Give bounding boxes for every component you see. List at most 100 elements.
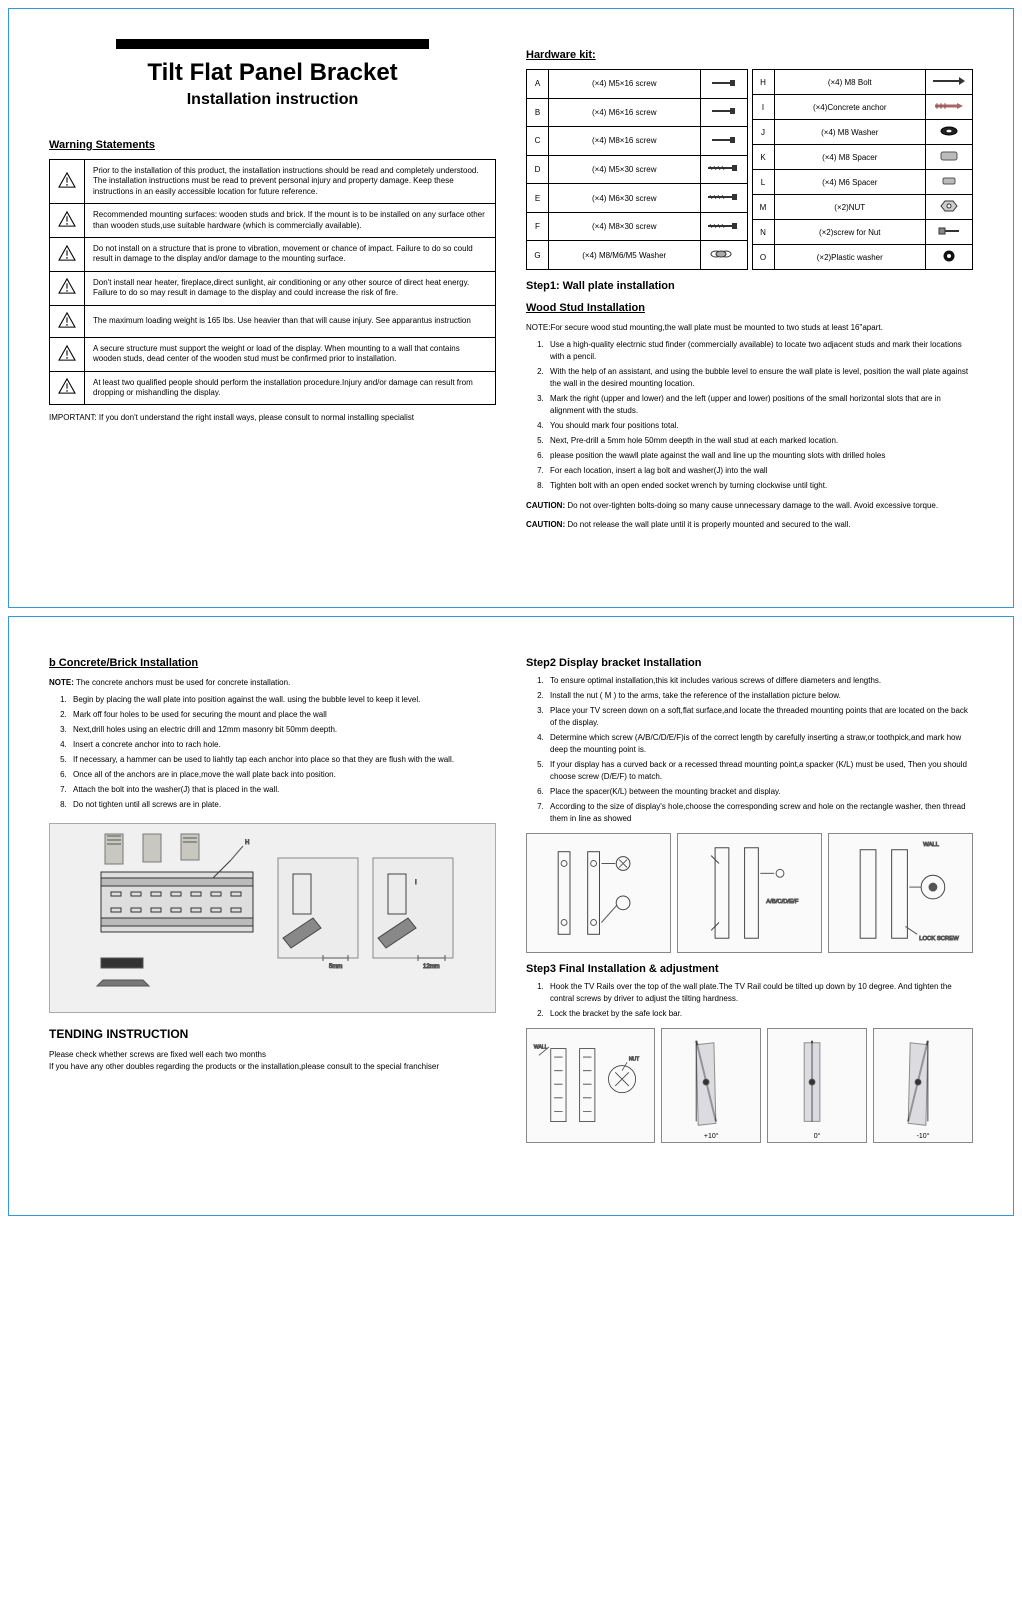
- hw-icon: [926, 195, 973, 220]
- step-item: Begin by placing the wall plate into pos…: [69, 694, 496, 706]
- hardware-row: A(×4) M5×16 screw: [527, 70, 748, 99]
- hw-key: N: [752, 220, 774, 245]
- hw-desc: (×4) M6 Spacer: [774, 170, 926, 195]
- step2-steps-list: To ensure optimal installation,this kit …: [526, 675, 973, 825]
- warning-text: At least two qualified people should per…: [85, 371, 496, 405]
- hardware-row: E(×4) M6×30 screw: [527, 184, 748, 213]
- hw-desc: (×4) M5×30 screw: [549, 155, 701, 184]
- warning-icon: [50, 305, 85, 337]
- hardware-row: M(×2)NUT: [752, 195, 973, 220]
- page2-right-col: Step2 Display bracket Installation To en…: [526, 647, 973, 1151]
- page2-left-col: b Concrete/Brick Installation NOTE: The …: [49, 647, 496, 1151]
- warning-text: Don't install near heater, fireplace,dir…: [85, 271, 496, 305]
- hw-key: H: [752, 70, 774, 95]
- step-item: Hook the TV Rails over the top of the wa…: [546, 981, 973, 1005]
- angle-minus10: -10°: [874, 1133, 972, 1140]
- hardware-row: G(×4) M8/M6/M5 Washer: [527, 241, 748, 270]
- hw-icon: [926, 145, 973, 170]
- step-item: Place the spacer(K/L) between the mounti…: [546, 786, 973, 798]
- hw-icon: [700, 155, 747, 184]
- hw-key: O: [752, 245, 774, 270]
- warning-icon: [50, 271, 85, 305]
- hw-icon: [700, 184, 747, 213]
- page1-left-col: Tilt Flat Panel Bracket Installation ins…: [49, 39, 496, 531]
- step2-heading: Step2 Display bracket Installation: [526, 657, 973, 669]
- hw-desc: (×2)Plastic washer: [774, 245, 926, 270]
- page2-columns: b Concrete/Brick Installation NOTE: The …: [49, 647, 973, 1151]
- hw-desc: (×4) M5×16 screw: [549, 70, 701, 99]
- warning-row: A secure structure must support the weig…: [50, 337, 496, 371]
- page-2: b Concrete/Brick Installation NOTE: The …: [8, 616, 1014, 1216]
- step2-diagram-2: A/B/C/D/E/F: [677, 833, 822, 953]
- tending-text2: If you have any other doubles regarding …: [49, 1061, 496, 1073]
- step3-diagram-main: WALL NUT: [526, 1028, 655, 1143]
- step-item: You should mark four positions total.: [546, 420, 973, 432]
- step-item: Once all of the anchors are in place,mov…: [69, 769, 496, 781]
- warning-icon: [50, 337, 85, 371]
- hardware-row: D(×4) M5×30 screw: [527, 155, 748, 184]
- step3-diagram-plus10: +10°: [661, 1028, 761, 1143]
- step3-diagram-0: 0°: [767, 1028, 867, 1143]
- svg-text:5mm: 5mm: [329, 964, 342, 970]
- step-item: For each location, insert a lag bolt and…: [546, 465, 973, 477]
- hardware-row: C(×4) M8×16 screw: [527, 127, 748, 156]
- hw-icon: [700, 241, 747, 270]
- page-1: Tilt Flat Panel Bracket Installation ins…: [8, 8, 1014, 608]
- warning-heading: Warning Statements: [49, 139, 496, 151]
- title-rule: [116, 39, 429, 49]
- step-item: With the help of an assistant, and using…: [546, 366, 973, 390]
- step2-diagrams: A/B/C/D/E/F WALL LOCK SCREW: [526, 833, 973, 953]
- hardware-row: K(×4) M8 Spacer: [752, 145, 973, 170]
- hw-key: G: [527, 241, 549, 270]
- caution1-text: Do not over-tighten bolts-doing so many …: [567, 501, 938, 510]
- warning-row: Prior to the installation of this produc…: [50, 160, 496, 204]
- hw-desc: (×4)Concrete anchor: [774, 95, 926, 120]
- caution-1: CAUTION: Do not over-tighten bolts-doing…: [526, 500, 973, 511]
- hw-icon: [926, 245, 973, 270]
- warning-row: At least two qualified people should per…: [50, 371, 496, 405]
- hw-icon: [926, 170, 973, 195]
- step-item: If necessary, a hammer can be used to li…: [69, 754, 496, 766]
- hw-key: C: [527, 127, 549, 156]
- step-item: Tighten bolt with an open ended socket w…: [546, 480, 973, 492]
- step3-heading: Step3 Final Installation & adjustment: [526, 963, 973, 975]
- hardware-row: H(×4) M8 Bolt: [752, 70, 973, 95]
- page1-columns: Tilt Flat Panel Bracket Installation ins…: [49, 39, 973, 531]
- step-item: Lock the bracket by the safe lock bar.: [546, 1008, 973, 1020]
- warning-row: Don't install near heater, fireplace,dir…: [50, 271, 496, 305]
- step-item: Do not tighten until all screws are in p…: [69, 799, 496, 811]
- step-item: Next,drill holes using an electric drill…: [69, 724, 496, 736]
- hw-icon: [700, 127, 747, 156]
- hw-desc: (×2)NUT: [774, 195, 926, 220]
- step-item: Mark the right (upper and lower) and the…: [546, 393, 973, 417]
- warning-row: The maximum loading weight is 165 lbs. U…: [50, 305, 496, 337]
- hw-desc: (×4) M6×30 screw: [549, 184, 701, 213]
- caution2-text: Do not release the wall plate until it i…: [567, 520, 850, 529]
- step3-diagrams: WALL NUT: [526, 1028, 973, 1143]
- hw-key: A: [527, 70, 549, 99]
- hw-key: K: [752, 145, 774, 170]
- hw-desc: (×4) M8×16 screw: [549, 127, 701, 156]
- hardware-table-right: H(×4) M8 BoltI(×4)Concrete anchorJ(×4) M…: [752, 69, 974, 270]
- hw-desc: (×4) M8 Spacer: [774, 145, 926, 170]
- concrete-note-text: The concrete anchors must be used for co…: [76, 678, 290, 687]
- tending-text1: Please check whether screws are fixed we…: [49, 1049, 496, 1061]
- hw-key: F: [527, 212, 549, 241]
- step3-steps-list: Hook the TV Rails over the top of the wa…: [526, 981, 973, 1020]
- step-item: To ensure optimal installation,this kit …: [546, 675, 973, 687]
- step-item: Place your TV screen down on a soft,flat…: [546, 705, 973, 729]
- step1-heading: Step1: Wall plate installation: [526, 280, 973, 292]
- hw-icon: [926, 120, 973, 145]
- svg-text:A/B/C/D/E/F: A/B/C/D/E/F: [766, 899, 798, 905]
- warning-text: A secure structure must support the weig…: [85, 337, 496, 371]
- wallplate-diagram: H 5mm I: [49, 823, 496, 1013]
- step-item: If your display has a curved back or a r…: [546, 759, 973, 783]
- hw-icon: [700, 70, 747, 99]
- important-note: IMPORTANT: If you don't understand the r…: [49, 413, 496, 423]
- step-item: Attach the bolt into the washer(J) that …: [69, 784, 496, 796]
- warning-icon: [50, 160, 85, 204]
- svg-text:NUT: NUT: [629, 1056, 639, 1062]
- svg-text:12mm: 12mm: [423, 964, 440, 970]
- warning-icon: [50, 237, 85, 271]
- step-item: Determine which screw (A/B/C/D/E/F)is of…: [546, 732, 973, 756]
